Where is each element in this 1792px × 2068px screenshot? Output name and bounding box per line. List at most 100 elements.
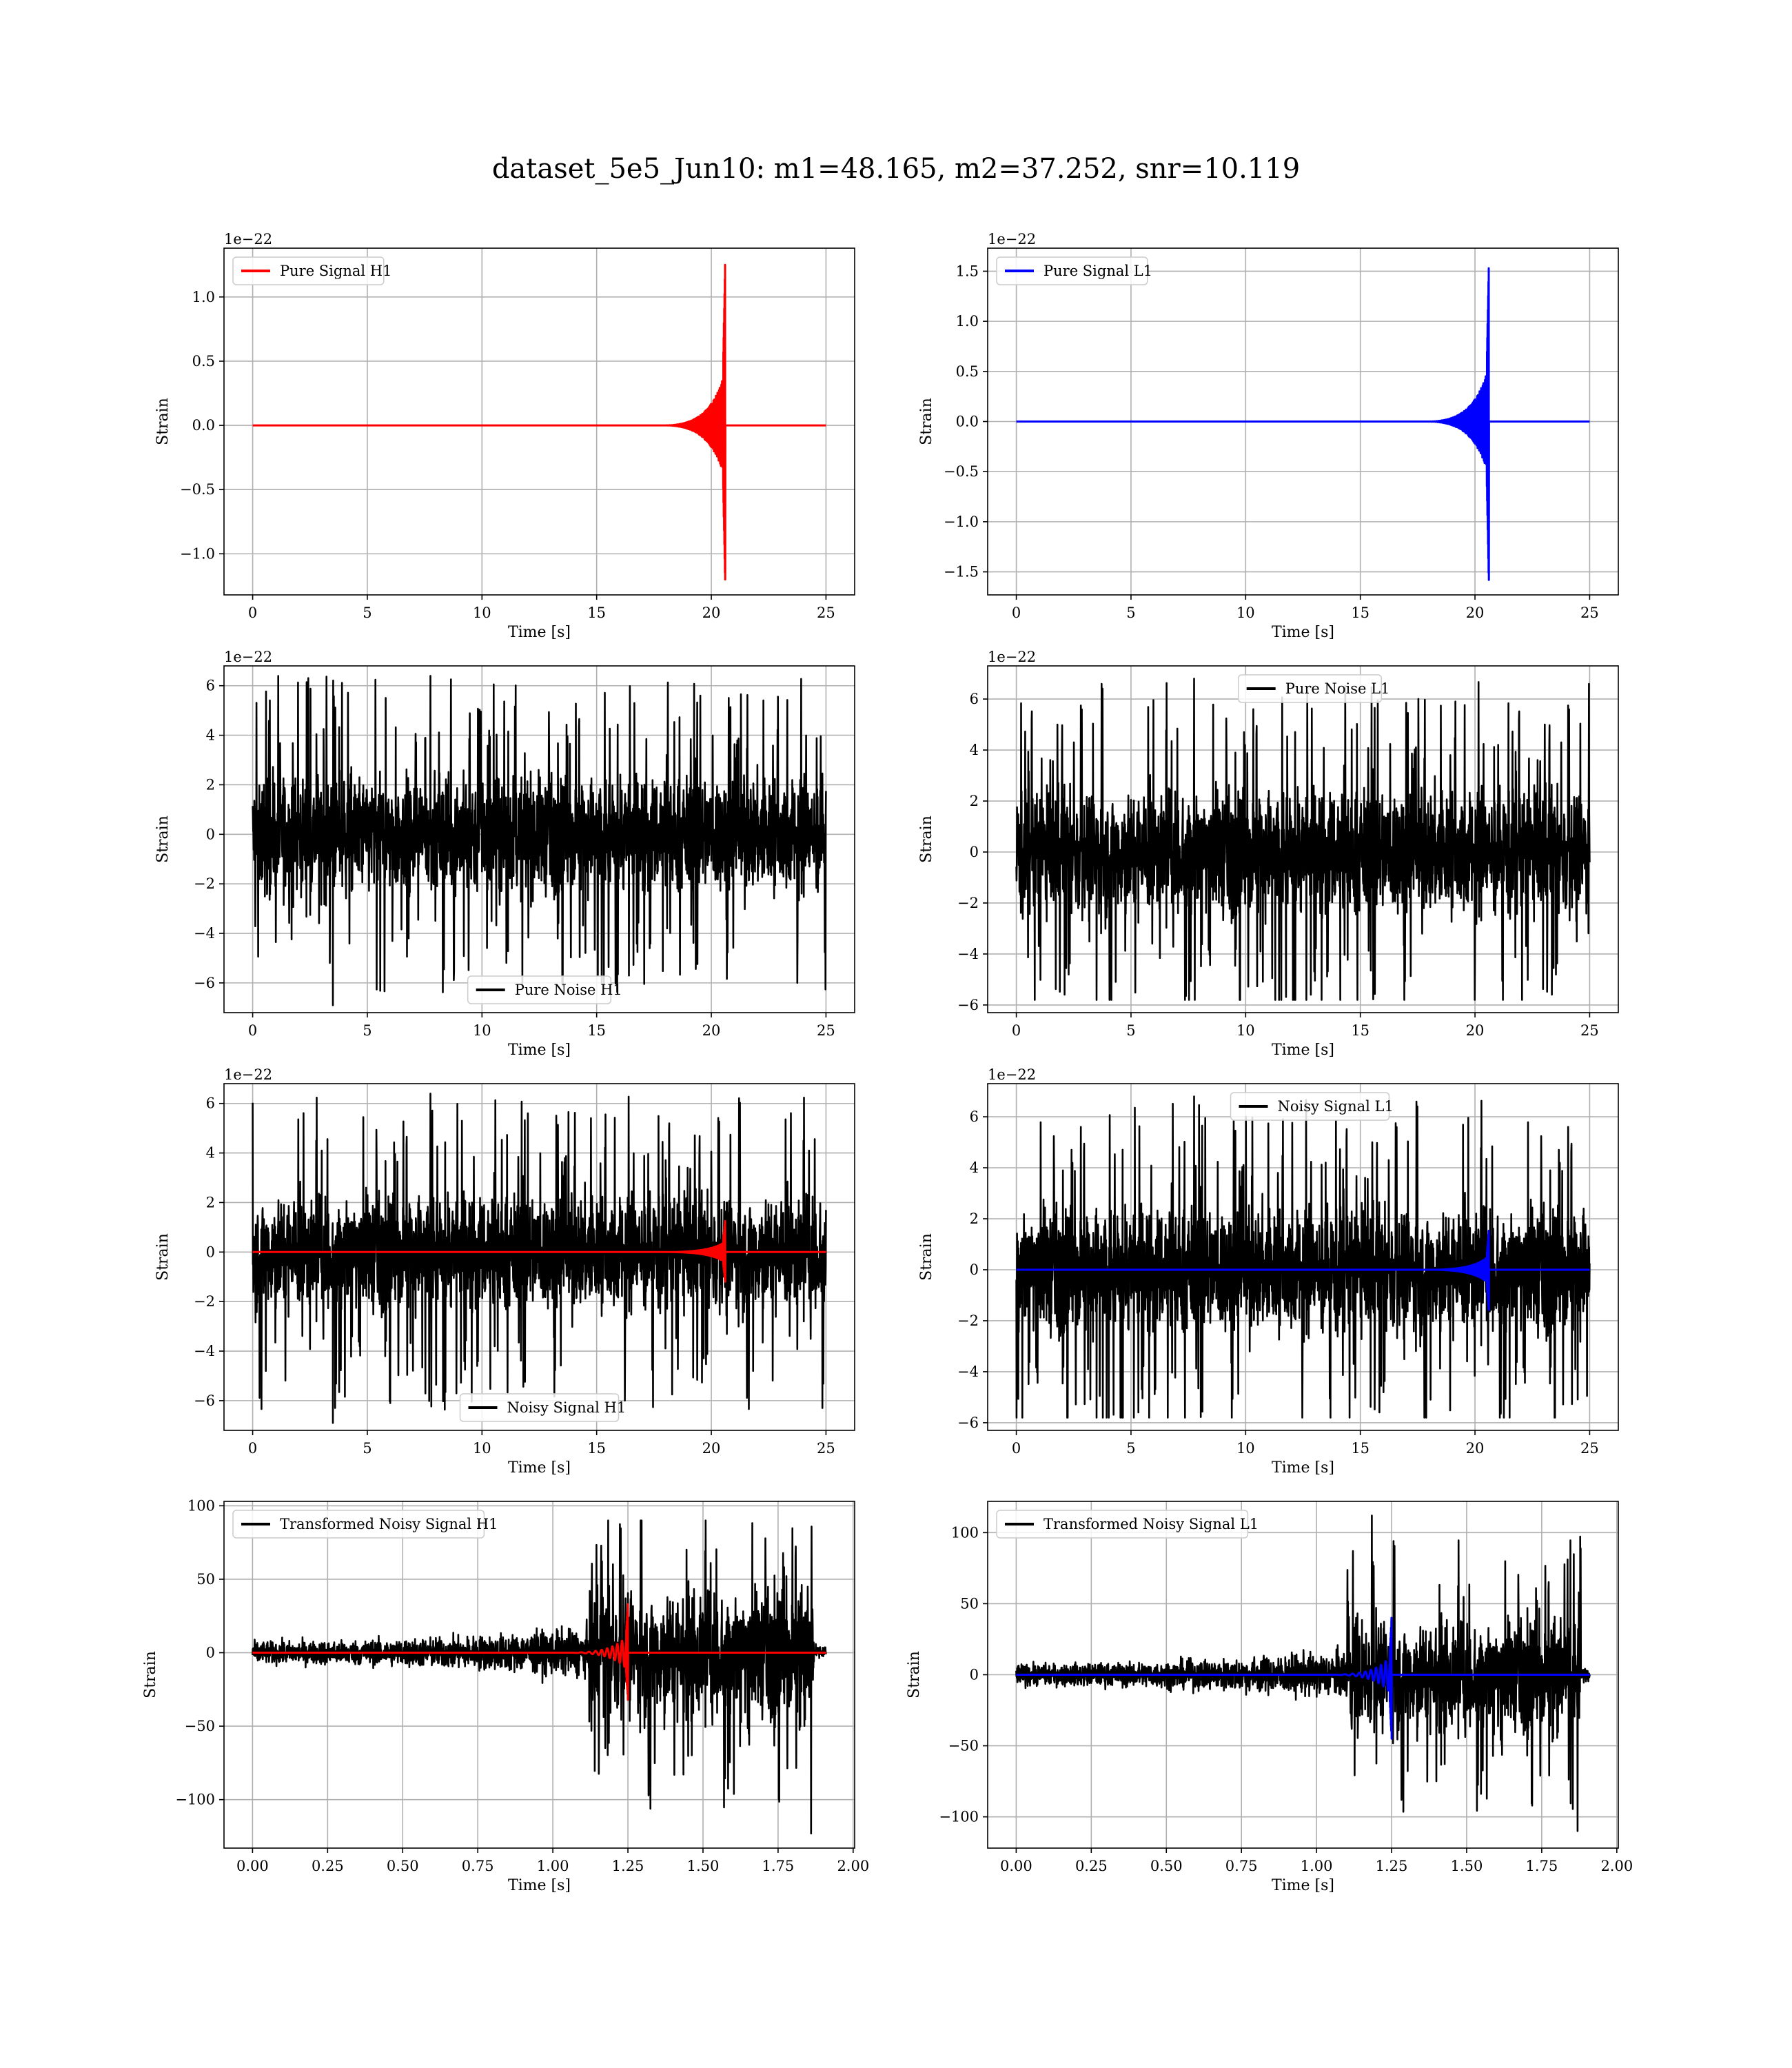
- y-tick-label: 4: [970, 1159, 979, 1176]
- y-tick-label: 50: [196, 1571, 215, 1588]
- x-tick-label: 20: [1466, 1440, 1485, 1457]
- y-tick-label: −1.0: [180, 545, 215, 562]
- y-tick-label: −1.0: [944, 514, 979, 530]
- x-tick-label: 0.00: [1000, 1858, 1032, 1874]
- legend-box: [232, 1510, 485, 1539]
- x-tick-label: 20: [1466, 1022, 1485, 1039]
- x-tick-label: 0.75: [1225, 1858, 1258, 1874]
- x-tick-label: 0: [1012, 605, 1021, 621]
- x-tick-label: 10: [473, 1440, 491, 1457]
- legend-label: Pure Noise H1: [515, 982, 622, 998]
- y-tick-label: 2: [970, 1210, 979, 1227]
- y-tick-label: 100: [951, 1524, 979, 1541]
- series-line: [1015, 1229, 1591, 1311]
- x-tick-label: 2.00: [1600, 1858, 1633, 1874]
- plot-area: [1015, 678, 1591, 1001]
- legend-label: Transformed Noisy Signal L1: [1043, 1516, 1259, 1532]
- axes-frame: [223, 1501, 855, 1849]
- y-tick-label: −6: [957, 1415, 979, 1431]
- series-line: [252, 675, 827, 1006]
- x-tick-label: 1.25: [1376, 1858, 1408, 1874]
- plot-area: [1015, 1514, 1591, 1832]
- x-tick-label: 20: [702, 605, 721, 621]
- y-axis-label: Strain: [918, 1233, 935, 1281]
- x-tick-label: 20: [1466, 605, 1485, 621]
- y-tick-label: 0: [970, 1261, 979, 1278]
- x-axis-label: Time [s]: [508, 1459, 571, 1477]
- subplot-pure-signal-h1: 0 5 10 15 20 25 −1.0 −0.5 0.0 0.5 1.0 Time [s] Strai…: [154, 231, 855, 641]
- y-tick-label: 4: [206, 727, 215, 744]
- y-tick-label: −100: [939, 1809, 979, 1825]
- y-tick-label: 0.5: [956, 363, 979, 380]
- plot-area: [252, 263, 827, 581]
- y-tick-label: 0: [206, 826, 215, 842]
- legend: Noisy Signal H1: [459, 1393, 627, 1422]
- y-tick-label: −6: [194, 1392, 215, 1409]
- y-tick-label: 2: [970, 793, 979, 809]
- legend-label: Pure Noise L1: [1285, 680, 1390, 697]
- x-tick-label: 5: [1126, 605, 1135, 621]
- y-axis-label: Strain: [154, 398, 172, 445]
- y-tick-label: −0.5: [944, 463, 979, 480]
- x-tick-label: 15: [1351, 1440, 1370, 1457]
- legend: Transformed Noisy Signal H1: [232, 1510, 498, 1539]
- x-tick-label: 20: [702, 1440, 721, 1457]
- legend-label: Pure Signal H1: [280, 263, 391, 279]
- y-tick-label: 50: [960, 1595, 979, 1612]
- y-tick-label: −2: [957, 895, 979, 911]
- x-tick-label: 15: [1351, 1022, 1370, 1039]
- y-tick-label: 6: [206, 1095, 215, 1112]
- legend-box: [996, 1510, 1249, 1539]
- legend-label: Noisy Signal H1: [507, 1399, 627, 1416]
- x-tick-label: 2.00: [837, 1858, 869, 1874]
- y-tick-label: −2: [194, 1293, 215, 1310]
- y-tick-label: 0: [206, 1645, 215, 1661]
- y-tick-label: −2: [957, 1312, 979, 1329]
- x-axis-label: Time [s]: [1272, 1877, 1334, 1894]
- y-offset-label: 1e−22: [988, 649, 1036, 665]
- x-tick-label: 25: [1580, 605, 1599, 621]
- x-tick-label: 5: [363, 1022, 371, 1039]
- y-tick-label: 1.0: [192, 289, 215, 305]
- y-tick-label: 100: [187, 1497, 215, 1514]
- y-tick-label: 0: [970, 844, 979, 860]
- y-tick-label: 1.0: [956, 313, 979, 330]
- x-tick-label: 0.50: [387, 1858, 419, 1874]
- y-tick-label: −4: [194, 925, 215, 942]
- series-line: [1015, 1616, 1591, 1740]
- y-axis-label: Strain: [906, 1651, 923, 1699]
- y-axis-label: Strain: [154, 815, 172, 863]
- axes-frame: [223, 247, 855, 596]
- subplot-noisy-signal-h1: 0 5 10 15 20 25 −6 −4 −2 0 2 4 6 Time [s] Strain 1e−22 N…: [154, 1066, 855, 1477]
- legend-box: [232, 256, 385, 285]
- y-tick-label: −0.5: [180, 481, 215, 498]
- x-tick-label: 0: [248, 1022, 257, 1039]
- series-line: [252, 263, 827, 581]
- legend-label: Pure Signal L1: [1043, 263, 1152, 279]
- y-offset-label: 1e−22: [988, 231, 1036, 247]
- series-line: [252, 1093, 827, 1424]
- subplot-transformed-noisy-signal-l1: 0.00 0.25 0.50 0.75 1.00 1.25 1.50 1.75 2.00 −100…: [906, 1501, 1633, 1894]
- legend: Pure Noise H1: [467, 975, 622, 1004]
- y-tick-label: −4: [194, 1343, 215, 1359]
- y-axis-label: Strain: [154, 1233, 172, 1281]
- x-tick-label: 10: [1236, 1022, 1255, 1039]
- x-tick-label: 25: [817, 605, 835, 621]
- legend-box: [996, 256, 1148, 285]
- y-tick-label: 2: [206, 776, 215, 793]
- y-tick-label: −4: [957, 946, 979, 962]
- x-axis-label: Time [s]: [1272, 624, 1334, 641]
- x-tick-label: 0.25: [1075, 1858, 1108, 1874]
- y-tick-label: −50: [185, 1718, 215, 1734]
- x-tick-label: 20: [702, 1022, 721, 1039]
- y-tick-label: −50: [948, 1738, 979, 1754]
- x-tick-label: 1.00: [537, 1858, 569, 1874]
- series-line: [1015, 678, 1591, 1001]
- y-axis-label: Strain: [142, 1651, 159, 1699]
- y-tick-label: −1.5: [944, 564, 979, 580]
- y-tick-label: 0.5: [192, 353, 215, 369]
- y-tick-label: 6: [206, 678, 215, 694]
- y-offset-label: 1e−22: [224, 1066, 272, 1083]
- y-tick-label: 0: [206, 1244, 215, 1260]
